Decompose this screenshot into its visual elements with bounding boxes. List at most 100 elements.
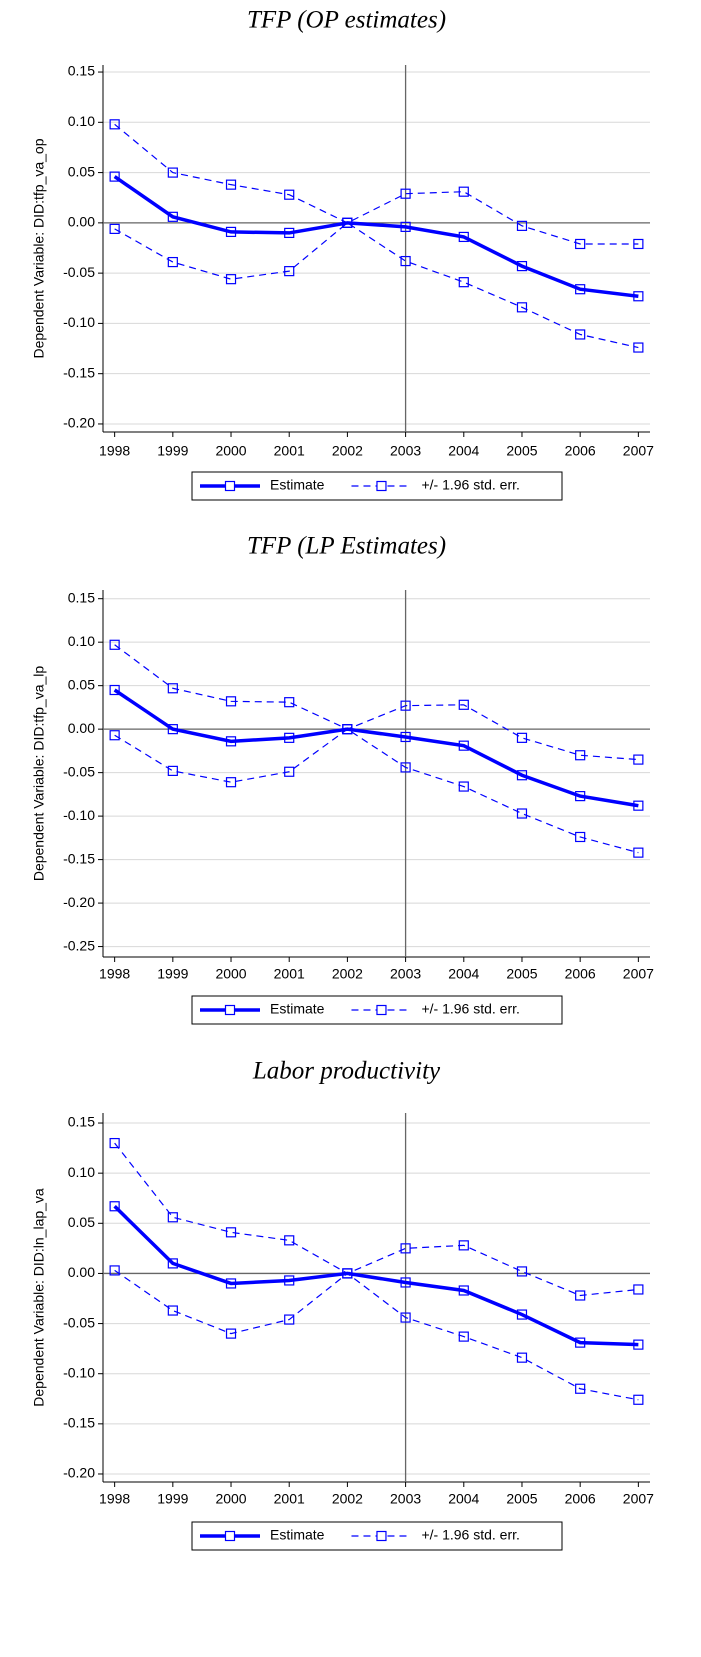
point-marker: [400, 1243, 411, 1254]
point-marker: [633, 847, 644, 858]
chart-title: TFP (OP estimates): [247, 7, 446, 34]
x-tick-label: 2007: [623, 443, 654, 459]
y-tick-label: -0.20: [63, 415, 95, 431]
y-tick-label: -0.25: [63, 937, 95, 953]
point-marker: [109, 1201, 120, 1212]
point-marker: [225, 1227, 237, 1238]
point-marker: [167, 256, 178, 268]
point-marker: [458, 740, 469, 751]
x-tick-label: 2002: [332, 443, 363, 459]
y-tick-label: 0.05: [68, 163, 95, 179]
x-tick-label: 2005: [506, 1491, 537, 1507]
point-marker: [109, 119, 120, 130]
point-marker: [284, 189, 295, 200]
series-line: [113, 175, 639, 298]
point-marker: [284, 227, 295, 239]
point-marker: [633, 1394, 644, 1405]
y-tick-label: -0.05: [63, 1314, 95, 1330]
y-tick-label: 0.05: [68, 676, 95, 692]
point-marker: [458, 231, 469, 243]
point-marker: [400, 221, 411, 232]
legend-marker: [376, 480, 387, 492]
point-marker: [284, 1275, 295, 1286]
legend-marker: [376, 1530, 387, 1542]
point-marker: [575, 1383, 586, 1394]
legend-label: +/- 1.96 std. err.: [421, 477, 519, 493]
point-marker: [633, 800, 644, 811]
x-tick-label: 2000: [215, 443, 246, 459]
x-tick-label: 1998: [99, 443, 130, 459]
series-line: [114, 644, 639, 761]
point-marker: [284, 1235, 295, 1246]
point-marker: [109, 639, 120, 650]
x-tick-label: 2004: [448, 966, 479, 982]
point-marker: [225, 777, 237, 788]
x-tick-label: 2006: [565, 1491, 596, 1507]
x-tick-label: 2003: [390, 966, 421, 982]
x-tick-label: 2001: [274, 1491, 305, 1507]
y-tick-label: 0.00: [68, 214, 95, 230]
x-tick-label: 2003: [390, 443, 421, 459]
y-tick-label: 0.10: [68, 633, 95, 649]
point-marker: [575, 791, 586, 802]
point-marker: [633, 238, 644, 250]
x-tick-label: 1999: [157, 1491, 188, 1507]
point-marker: [167, 765, 178, 776]
y-tick-label: -0.05: [63, 264, 95, 280]
x-tick-label: 2001: [274, 443, 305, 459]
point-marker: [400, 762, 411, 773]
point-marker: [575, 284, 586, 295]
legend-marker: [376, 1004, 387, 1016]
x-tick-label: 1998: [99, 1491, 130, 1507]
point-marker: [109, 223, 120, 234]
point-marker: [284, 1314, 295, 1325]
legend-marker: [224, 1530, 236, 1542]
y-axis-label: Dependent Variable: DID:tfp_va_op: [31, 138, 47, 358]
y-tick-label: 0.00: [68, 1264, 95, 1280]
point-marker: [109, 730, 120, 741]
point-marker: [284, 732, 295, 743]
chart-title: Labor productivity: [252, 1058, 441, 1085]
point-marker: [516, 732, 528, 743]
point-marker: [516, 770, 528, 781]
y-tick-label: -0.20: [63, 1465, 95, 1481]
x-tick-label: 2004: [448, 443, 479, 459]
x-tick-label: 2001: [274, 966, 305, 982]
point-marker: [225, 1328, 237, 1339]
point-marker: [225, 274, 237, 285]
y-tick-label: 0.10: [68, 113, 95, 129]
point-marker: [516, 220, 528, 231]
y-tick-label: -0.10: [63, 314, 95, 330]
series-line: [114, 728, 639, 854]
point-marker: [167, 1305, 178, 1316]
x-tick-label: 1999: [157, 966, 188, 982]
point-marker: [458, 1331, 469, 1342]
point-marker: [342, 724, 353, 735]
x-tick-label: 2000: [215, 966, 246, 982]
point-marker: [167, 1258, 178, 1269]
point-marker: [225, 696, 237, 707]
y-tick-label: -0.10: [63, 1364, 95, 1380]
y-tick-label: 0.15: [68, 589, 95, 605]
legend-marker: [224, 1004, 236, 1016]
point-marker: [575, 831, 586, 843]
y-tick-label: -0.15: [63, 850, 95, 866]
point-marker: [516, 1352, 528, 1363]
point-marker: [516, 302, 528, 313]
point-marker: [284, 266, 295, 277]
point-marker: [633, 1284, 644, 1295]
point-marker: [284, 697, 295, 708]
point-marker: [575, 750, 586, 761]
series-line: [114, 222, 639, 349]
y-tick-label: 0.05: [68, 1214, 95, 1230]
point-marker: [225, 226, 237, 238]
point-marker: [575, 1337, 586, 1348]
y-tick-label: -0.20: [63, 894, 95, 910]
y-axis-label: Dependent Variable: DID:tfp_va_lp: [31, 666, 47, 882]
legend-label: Estimate: [270, 1527, 325, 1543]
x-tick-label: 2006: [565, 966, 596, 982]
legend-marker: [224, 480, 236, 492]
point-marker: [225, 179, 237, 190]
point-marker: [400, 1312, 411, 1323]
